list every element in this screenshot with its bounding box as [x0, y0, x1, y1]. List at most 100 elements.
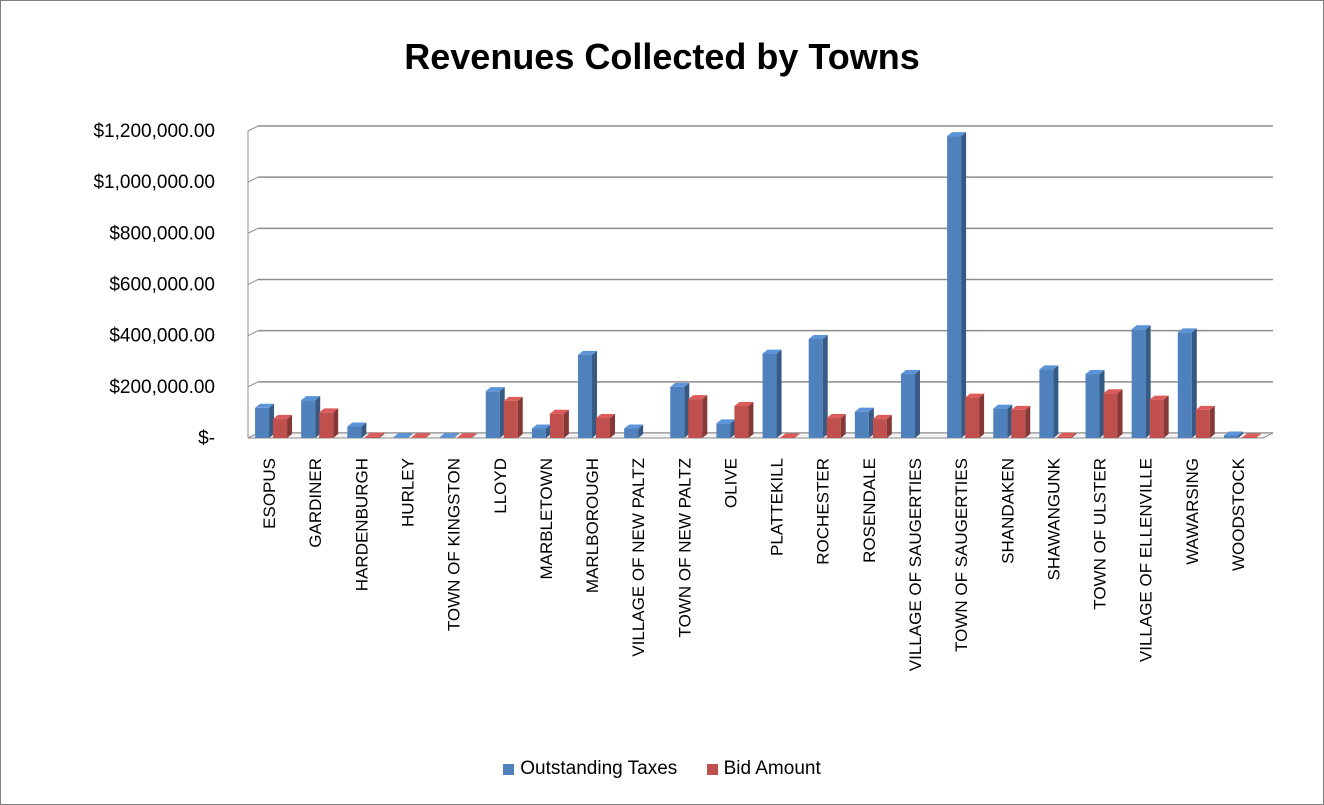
bar-top	[393, 433, 413, 438]
bar	[485, 391, 500, 438]
bar	[1177, 332, 1192, 438]
legend-label-outstanding-taxes: Outstanding Taxes	[520, 758, 678, 779]
bar-side	[517, 396, 523, 438]
x-tick-label: HURLEY	[398, 458, 417, 527]
bar-top	[1103, 389, 1123, 394]
bar-side	[499, 387, 505, 438]
bar	[900, 374, 915, 438]
y-tick-label: $1,200,000.00	[93, 121, 215, 142]
y-tick-label: $400,000.00	[109, 326, 215, 347]
legend-item-bid-amount: Bid Amount	[706, 758, 821, 780]
bar-side	[868, 407, 874, 438]
bar-side	[407, 433, 413, 438]
bar	[854, 411, 869, 438]
bar-top	[578, 350, 598, 355]
bar-side	[545, 424, 551, 438]
y-tick-label: $-	[198, 428, 215, 449]
bar-top	[1057, 432, 1077, 437]
bar-top	[670, 382, 690, 387]
bar-top	[319, 408, 339, 413]
bar	[1149, 399, 1164, 438]
x-tick-label: TOWN OF KINGSTON	[445, 458, 464, 631]
bar-top	[255, 403, 275, 408]
bar	[1223, 435, 1238, 438]
bar-top	[947, 132, 967, 137]
gridline-side	[247, 125, 259, 132]
bar-top	[1223, 431, 1243, 436]
bar-side	[961, 132, 967, 438]
bar-side	[471, 433, 477, 438]
bar-side	[730, 419, 736, 438]
bar-top	[596, 414, 616, 419]
bar-top	[1039, 365, 1059, 370]
x-tick-label: SHANDAKEN	[998, 458, 1017, 564]
bar-side	[914, 370, 920, 438]
x-tick-label: VILLAGE OF ELLENVILLE	[1137, 458, 1156, 662]
bar-top	[826, 414, 846, 419]
bar-top	[457, 433, 477, 438]
bar-top	[993, 404, 1013, 409]
bar-top	[688, 395, 708, 400]
bar-top	[549, 409, 569, 414]
bar	[596, 418, 611, 438]
legend-item-outstanding-taxes: Outstanding Taxes	[503, 758, 677, 780]
bar-top	[1149, 395, 1169, 400]
bar-side	[748, 402, 754, 438]
bar-side	[1117, 389, 1123, 438]
bar-top	[1085, 370, 1105, 375]
bar-side	[1053, 365, 1059, 438]
bar	[1011, 409, 1026, 438]
bar-side	[610, 414, 616, 438]
bar-top	[439, 433, 459, 438]
x-tick-label: LLOYD	[491, 458, 510, 514]
bar	[255, 407, 270, 438]
bar	[716, 423, 731, 438]
legend-label-bid-amount: Bid Amount	[723, 758, 821, 779]
bar	[1241, 437, 1256, 438]
bar	[347, 426, 362, 438]
bar-top	[716, 419, 736, 424]
bar-side	[1209, 405, 1215, 438]
bar-top	[503, 396, 523, 401]
x-tick-label: WOODSTOCK	[1229, 457, 1248, 571]
x-tick-label: ESOPUS	[260, 458, 279, 529]
bar	[457, 437, 472, 438]
bar-top	[1195, 405, 1215, 410]
bar-side	[979, 393, 985, 438]
bar	[993, 408, 1008, 438]
bar-side	[453, 433, 459, 438]
legend: Outstanding Taxes Bid Amount	[0, 758, 1324, 781]
bar-top	[1131, 325, 1151, 330]
bar-top	[485, 387, 505, 392]
bar-side	[702, 395, 708, 438]
x-tick-label: VILLAGE OF NEW PALTZ	[629, 458, 648, 657]
bar	[624, 428, 639, 438]
bar-top	[1241, 433, 1261, 438]
bar	[808, 338, 823, 438]
x-tick-label: GARDINER	[306, 458, 325, 548]
bar-side	[1255, 433, 1261, 438]
x-tick-label: SHAWANGUNK	[1044, 457, 1063, 580]
bar-side	[269, 403, 275, 438]
x-tick-label: HARDENBURGH	[352, 458, 371, 591]
y-tick-label: $1,000,000.00	[93, 172, 215, 193]
y-tick-label: $600,000.00	[109, 275, 215, 296]
gridline-side	[247, 227, 259, 234]
bar-top	[900, 370, 920, 375]
bar-side	[425, 433, 431, 438]
x-tick-label: TOWN OF ULSTER	[1091, 458, 1110, 610]
bar	[670, 386, 685, 438]
bar-side	[1071, 432, 1077, 438]
legend-swatch-bid-amount	[706, 763, 718, 775]
x-tick-label: ROSENDALE	[860, 458, 879, 563]
bar-top	[1177, 328, 1197, 333]
bar-side	[1099, 370, 1105, 438]
bar	[1103, 393, 1118, 438]
bar	[1085, 374, 1100, 438]
x-tick-label: VILLAGE OF SAUGERTIES	[906, 458, 925, 671]
bar	[734, 406, 749, 438]
bar-side	[379, 432, 385, 438]
y-tick-label: $800,000.00	[109, 223, 215, 244]
bar-top	[872, 414, 892, 419]
